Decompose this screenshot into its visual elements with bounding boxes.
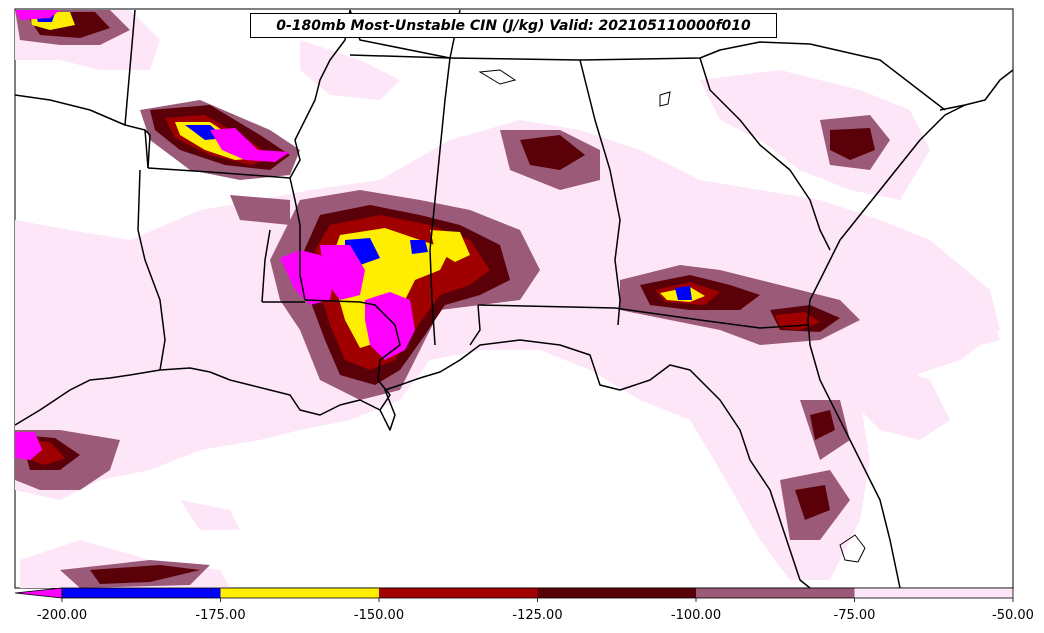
cin-field-magenta <box>15 10 415 460</box>
colorbar-segment <box>696 588 855 598</box>
colorbar-extend-triangle <box>14 587 63 599</box>
colorbar-segment <box>537 588 696 598</box>
colorbar-segment <box>62 588 221 598</box>
colorbar-tick-label: -75.00 <box>833 608 876 623</box>
colorbar-segment <box>379 588 538 598</box>
colorbar-tick-label: -125.00 <box>512 608 563 623</box>
colorbar-segment <box>220 588 379 598</box>
colorbar-tick-label: -150.00 <box>353 608 405 623</box>
map-title: 0-180mb Most-Unstable CIN (J/kg) Valid: … <box>276 17 751 34</box>
colorbar-segment <box>854 588 1013 598</box>
lake-outlines <box>478 69 866 563</box>
colorbar-tick-label: -200.00 <box>36 608 88 623</box>
colorbar-tick-label: -100.00 <box>670 608 722 623</box>
map-borders <box>14 9 1014 589</box>
colorbar-tick-label: -175.00 <box>195 608 246 623</box>
colorbar-tick-label: -50.00 <box>992 608 1034 623</box>
colorbar <box>14 587 1014 602</box>
map-title-box: 0-180mb Most-Unstable CIN (J/kg) Valid: … <box>250 13 777 38</box>
